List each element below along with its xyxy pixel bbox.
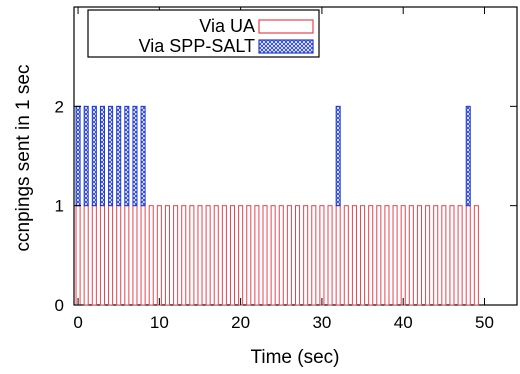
bar-spp-salt-t1 <box>83 105 89 207</box>
bar-ua-t3 <box>99 205 105 306</box>
bar-spp-salt-t32 <box>335 105 341 207</box>
bar-ua-t31 <box>327 205 333 306</box>
bar-ua-t47 <box>457 205 463 306</box>
x-axis-title: Time (sec) <box>250 347 339 368</box>
bar-ua-t28 <box>303 205 309 306</box>
x-tick-label: 20 <box>231 313 250 332</box>
bar-ua-t36 <box>368 205 374 306</box>
bar-spp-salt-t0 <box>75 105 81 207</box>
legend-label-ua: Via UA <box>199 16 255 36</box>
bar-spp-salt-t8 <box>140 105 146 207</box>
x-tick-label: 10 <box>150 313 169 332</box>
bar-ua-t38 <box>384 205 390 306</box>
bar-ua-t41 <box>408 205 414 306</box>
bar-ua-t46 <box>449 205 455 306</box>
bar-ua-t10 <box>156 205 162 306</box>
bar-ua-t6 <box>124 205 130 306</box>
bar-spp-salt-t3 <box>99 105 105 207</box>
bar-spp-salt-t4 <box>108 105 114 207</box>
bar-ua-t5 <box>116 205 122 306</box>
bar-ua-t34 <box>351 205 357 306</box>
bar-ua-t4 <box>108 205 114 306</box>
legend: Via UA Via SPP-SALT <box>87 9 320 58</box>
legend-swatch-ua <box>258 19 314 34</box>
bar-ua-t15 <box>197 205 203 306</box>
bar-ua-t20 <box>238 205 244 306</box>
bar-ua-t8 <box>140 205 146 306</box>
bar-ua-t24 <box>270 205 276 306</box>
bar-ua-t37 <box>376 205 382 306</box>
bar-ua-t35 <box>360 205 366 306</box>
y-tick-label: 0 <box>55 296 64 315</box>
bar-ua-t14 <box>189 205 195 306</box>
bar-ua-t16 <box>205 205 211 306</box>
x-tick-label: 30 <box>312 313 331 332</box>
bar-ua-t42 <box>416 205 422 306</box>
bar-ua-t33 <box>343 205 349 306</box>
bar-ua-t32 <box>335 205 341 306</box>
bar-ua-t48 <box>465 205 471 306</box>
bar-ua-t25 <box>278 205 284 306</box>
bar-ua-t18 <box>221 205 227 306</box>
bar-ua-t43 <box>425 205 431 306</box>
y-axis-title: ccnpings sent in 1 sec <box>13 65 34 252</box>
bar-ua-t26 <box>286 205 292 306</box>
bar-ua-t44 <box>433 205 439 306</box>
bar-ua-t9 <box>148 205 154 306</box>
x-tick-label: 40 <box>394 313 413 332</box>
bars-group <box>75 105 479 306</box>
bar-ua-t11 <box>164 205 171 306</box>
bar-ua-t40 <box>400 205 406 306</box>
bar-ua-t12 <box>173 205 179 306</box>
bar-ua-t13 <box>181 205 187 306</box>
bar-ua-t17 <box>213 205 219 306</box>
bar-spp-salt-t2 <box>91 105 97 207</box>
bar-ua-t7 <box>132 205 138 306</box>
bar-spp-salt-t5 <box>116 105 122 207</box>
bar-ua-t23 <box>262 205 268 306</box>
bar-spp-salt-t6 <box>124 105 130 207</box>
bar-ua-t29 <box>311 205 317 306</box>
bar-ua-t27 <box>295 205 301 306</box>
legend-swatch-spp-salt <box>258 39 314 54</box>
bar-ua-t21 <box>246 205 252 306</box>
bar-ua-t19 <box>229 205 236 306</box>
y-tick-label: 1 <box>55 197 64 216</box>
bar-ua-t45 <box>441 205 447 306</box>
x-tick-label: 0 <box>73 313 82 332</box>
bar-spp-salt-t7 <box>132 105 138 207</box>
bar-ua-t39 <box>392 205 398 306</box>
bar-spp-salt-t48 <box>465 105 471 207</box>
ticks-group: 0 10 20 30 40 50 0 1 2 <box>55 7 517 332</box>
y-tick-label: 2 <box>55 97 64 116</box>
bar-ua-t2 <box>91 205 97 306</box>
bar-ua-t0 <box>75 205 81 306</box>
x-tick-label: 50 <box>475 313 494 332</box>
legend-label-spp-salt: Via SPP-SALT <box>139 36 255 56</box>
bar-ua-t30 <box>319 205 325 306</box>
bar-ua-t49 <box>473 205 479 306</box>
bar-ua-t1 <box>83 205 89 306</box>
bar-ua-t22 <box>254 205 260 306</box>
